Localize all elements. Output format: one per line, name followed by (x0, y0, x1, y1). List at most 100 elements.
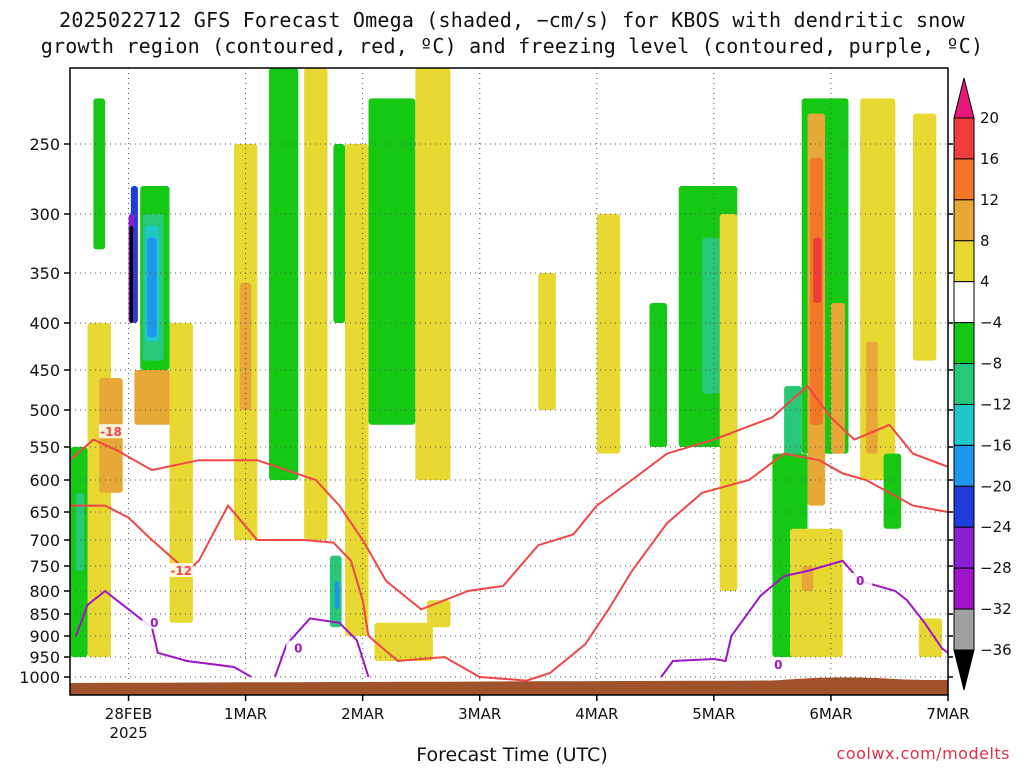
freezing-contour-label: 0 (856, 574, 864, 588)
dendritic-contour-label-bg (98, 424, 123, 439)
colorbar-top-tip (953, 77, 975, 119)
omega-cell (813, 237, 822, 303)
omega-cell (596, 214, 621, 454)
omega-cell (918, 618, 943, 657)
colorbar-tick-label: −24 (980, 518, 1012, 536)
freezing-contour-label-bg (142, 614, 167, 629)
x-tick-label: 2MAR (341, 705, 384, 723)
colorbar-tick-label: 16 (980, 150, 999, 168)
terrain-area (70, 677, 948, 695)
omega-cell (129, 225, 134, 323)
omega-cell (912, 113, 937, 361)
dendritic-contour-line (70, 452, 949, 682)
omega-cell (334, 581, 340, 610)
omega-cell (866, 341, 878, 454)
colorbar-band (953, 403, 975, 446)
x-tick-label: 7MAR (926, 705, 969, 723)
omega-cell (883, 453, 902, 529)
x-tick-label: 5MAR (692, 705, 735, 723)
colorbar-tick-label: −12 (980, 395, 1012, 413)
plot-frame (69, 67, 949, 696)
colorbar-band (953, 363, 975, 405)
y-tick-label: 900 (29, 627, 60, 646)
freezing-contour-label-bg (766, 657, 791, 671)
freezing-contours: 0 0 0 0 (74, 559, 949, 678)
dendritic-contour-line (69, 384, 949, 611)
x-tick-label: 28FEB (105, 705, 152, 723)
credit-link[interactable]: coolwx.com/modelts (836, 744, 1010, 763)
colorbar-tick-label: 8 (980, 232, 990, 250)
y-tick-label: 250 (29, 135, 60, 154)
y-tick-label: 700 (29, 531, 60, 550)
y-tick-label: 750 (29, 557, 60, 576)
y-tick-label: 450 (29, 361, 60, 380)
omega-cell (169, 323, 193, 623)
omega-cell (702, 237, 720, 394)
colorbar-band (953, 240, 975, 283)
colorbar-band (953, 199, 975, 242)
x-tick-label: 6MAR (809, 705, 852, 723)
terrain-fill (70, 677, 948, 695)
freezing-contour-line (660, 559, 949, 678)
omega-cell (789, 528, 843, 657)
omega-cell (415, 68, 451, 480)
omega-cell (538, 273, 556, 410)
colorbar-tick-label: −8 (980, 355, 1002, 373)
y-tick-label: 600 (29, 471, 60, 490)
omega-cell (304, 68, 328, 540)
y-tick-label: 350 (29, 264, 60, 283)
colorbar-tick-label: −28 (980, 559, 1012, 577)
colorbar-band (953, 281, 975, 324)
y-tick-label: 300 (29, 205, 60, 224)
omega-cell (374, 622, 433, 661)
x-tick-label: 3MAR (458, 705, 501, 723)
colorbar-tick-label: −16 (980, 436, 1012, 454)
colorbar-tick-label: −32 (980, 600, 1012, 618)
omega-cell (333, 144, 346, 323)
omega-cell (345, 144, 369, 636)
freezing-contour-label-bg (848, 573, 873, 587)
colorbar-band (953, 322, 975, 365)
colorbar-bottom-tip (953, 649, 975, 691)
omega-cell (269, 68, 299, 480)
x-tick-sublabel: 2025 (109, 724, 147, 742)
omega-cell (147, 237, 157, 338)
freezing-contour-label: 0 (150, 616, 158, 630)
x-tick-label: 1MAR (224, 705, 267, 723)
y-tick-label: 950 (29, 648, 60, 667)
omega-cell (427, 600, 451, 628)
x-tick-label: 4MAR (575, 705, 618, 723)
dendritic-contours: -18 -12 (69, 384, 949, 682)
colorbar-tick-label: −4 (980, 314, 1002, 332)
colorbar-band (953, 444, 975, 487)
y-tick-label: 500 (29, 401, 60, 420)
colorbar-band (953, 567, 975, 610)
omega-cell (830, 303, 845, 454)
freezing-contour-label-bg (286, 640, 311, 655)
dendritic-contour-label-bg (169, 563, 194, 577)
colorbar-band (953, 158, 975, 201)
y-tick-label: 550 (29, 438, 60, 457)
colorbar-tick-label: −20 (980, 477, 1012, 495)
chart-title-line1: 2025022712 GFS Forecast Omega (shaded, −… (59, 8, 965, 32)
omega-cell (368, 98, 416, 425)
colorbar: 20 16 12 8 4 −4 −8 −12 −16 −20 −24 −28 −32 −36 (953, 77, 1012, 691)
freezing-contour-label: 0 (774, 658, 782, 672)
colorbar-tick-label: 4 (980, 273, 990, 291)
y-tick-label: 800 (29, 582, 60, 601)
dendritic-contour-label: -18 (100, 425, 122, 439)
colorbar-band (953, 526, 975, 569)
omega-cell (239, 283, 252, 410)
y-axis-ticks: 250 300 350 400 450 500 550 600 650 700 750 800 850 9… (19, 135, 953, 687)
dendritic-contour-label: -12 (170, 564, 192, 578)
x-axis-label: Forecast Time (UTC) (416, 744, 608, 766)
y-tick-label: 1000 (19, 668, 60, 687)
colorbar-band (953, 485, 975, 528)
y-tick-label: 400 (29, 314, 60, 333)
omega-cell (649, 303, 668, 447)
colorbar-band (953, 117, 975, 160)
freezing-contour-label: 0 (294, 642, 302, 656)
omega-cell (719, 214, 738, 591)
